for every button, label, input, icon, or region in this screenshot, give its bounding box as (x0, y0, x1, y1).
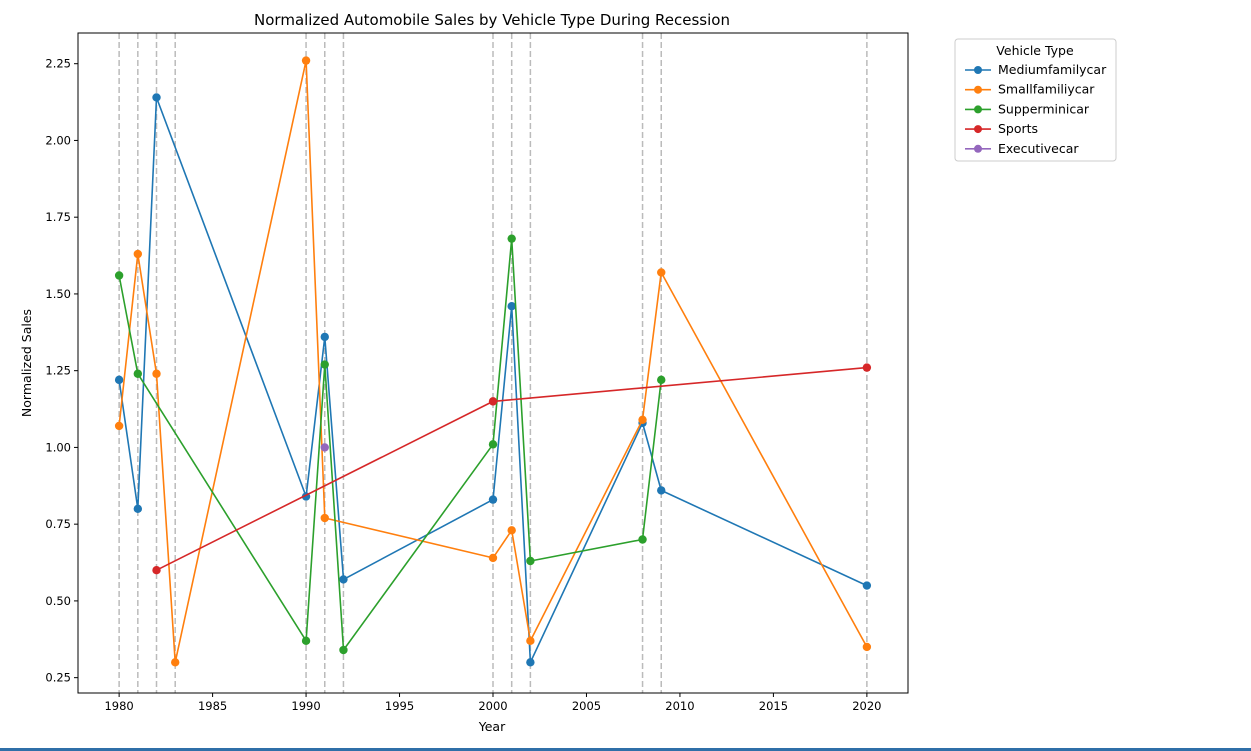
y-tick-label-0.25: 0.25 (45, 671, 71, 685)
data-point-supperminicar-2009 (657, 375, 666, 385)
x-tick-label-2000: 2000 (478, 699, 507, 713)
data-point-smallfamiliycar-1980 (114, 421, 124, 431)
data-point-smallfamiliycar-2000 (488, 553, 498, 563)
x-tick-label-2010: 2010 (665, 699, 694, 713)
legend: Vehicle Type Mediumfamilycar Smallfamiliy… (954, 38, 1117, 162)
y-tick-label-1.5: 1.50 (45, 287, 71, 301)
legend-label-supperminicar: Supperminicar (998, 101, 1090, 116)
data-point-supperminicar-1980 (114, 271, 124, 280)
data-point-mediumfamilycar-1980 (114, 375, 124, 385)
x-axis: 1980 1985 1990 1995 2000 2005 2010 2015 2020 (104, 693, 882, 713)
legend-label-mediumfamilycar: Mediumfamilycar (998, 62, 1107, 77)
data-point-smallfamiliycar-2008 (638, 415, 647, 424)
legend-marker-supperminicar (974, 105, 982, 114)
y-axis: 0.25 0.50 0.75 1.00 1.25 1.50 1.75 2.00 2.25 (45, 57, 78, 685)
data-point-smallfamiliycar-2009 (657, 268, 666, 277)
y-tick-label-0.5: 0.50 (45, 594, 71, 608)
data-point-supperminicar-1992 (339, 645, 348, 655)
chart-title: Normalized Automobile Sales by Vehicle T… (254, 11, 730, 29)
legend-marker-mediumfamilycar (974, 66, 982, 74)
y-tick-label-1.25: 1.25 (45, 364, 71, 378)
data-point-supperminicar-2001 (507, 234, 516, 243)
data-point-sports-2000 (488, 397, 498, 406)
window-bottom-border (0, 748, 1251, 751)
legend-marker-sports (974, 125, 982, 134)
y-tick-label-1: 1.00 (45, 440, 71, 454)
legend-label-sports: Sports (998, 121, 1038, 136)
data-point-mediumfamilycar-1981 (133, 504, 143, 514)
data-point-smallfamiliycar-1981 (133, 249, 143, 259)
x-tick-label-1985: 1985 (198, 699, 227, 713)
data-point-smallfamiliycar-2020 (862, 642, 872, 652)
y-tick-label-1.75: 1.75 (45, 210, 71, 224)
legend-marker-executivecar (974, 144, 982, 153)
x-tick-label-2005: 2005 (572, 699, 601, 713)
y-tick-label-0.75: 0.75 (45, 517, 71, 531)
series-line-smallfamiliycar (118, 59, 868, 664)
data-point-mediumfamilycar-2001 (507, 302, 516, 311)
data-point-smallfamiliycar-1991 (320, 513, 329, 523)
data-point-smallfamiliycar-2002 (526, 636, 535, 646)
legend-label-executivecar: Executivecar (998, 141, 1079, 156)
data-point-mediumfamilycar-2000 (488, 495, 498, 504)
data-point-supperminicar-1991 (320, 360, 329, 369)
recession-lines (118, 33, 868, 693)
data-point-sports-2020 (862, 363, 872, 372)
data-point-mediumfamilycar-2002 (526, 658, 535, 667)
data-point-sports-1982 (152, 566, 161, 575)
data-point-mediumfamilycar-2020 (862, 581, 872, 590)
data-point-mediumfamilycar-1982 (152, 93, 161, 102)
data-point-supperminicar-2002 (526, 556, 535, 566)
legend-title: Vehicle Type (996, 43, 1074, 58)
data-point-smallfamiliycar-1990 (301, 56, 311, 65)
data-point-smallfamiliycar-1983 (171, 658, 180, 667)
x-tick-label-1990: 1990 (291, 699, 320, 713)
x-tick-label-1980: 1980 (104, 699, 133, 713)
legend-label-smallfamiliycar: Smallfamiliycar (998, 82, 1095, 97)
data-point-mediumfamilycar-1991 (320, 332, 329, 342)
data-point-supperminicar-2008 (638, 535, 647, 544)
series-layer (114, 56, 872, 667)
legend-marker-smallfamiliycar (974, 85, 982, 94)
y-tick-label-2: 2.00 (45, 133, 71, 147)
x-tick-label-2015: 2015 (759, 699, 788, 713)
data-point-mediumfamilycar-2009 (657, 486, 666, 495)
data-point-executivecar-1991 (320, 443, 329, 452)
data-point-supperminicar-1981 (133, 369, 143, 378)
data-point-supperminicar-1990 (301, 636, 311, 646)
y-axis-label: Normalized Sales (19, 309, 34, 417)
y-tick-label-2.25: 2.25 (45, 57, 71, 71)
legend-box (954, 38, 1117, 162)
x-tick-label-2020: 2020 (852, 699, 881, 713)
data-point-smallfamiliycar-1982 (152, 369, 161, 378)
data-point-mediumfamilycar-1992 (339, 575, 348, 584)
data-point-supperminicar-2000 (488, 440, 498, 449)
series-line-supperminicar (118, 237, 662, 651)
x-tick-label-1995: 1995 (385, 699, 414, 713)
data-point-smallfamiliycar-2001 (507, 526, 516, 535)
x-axis-label: Year (478, 719, 506, 734)
